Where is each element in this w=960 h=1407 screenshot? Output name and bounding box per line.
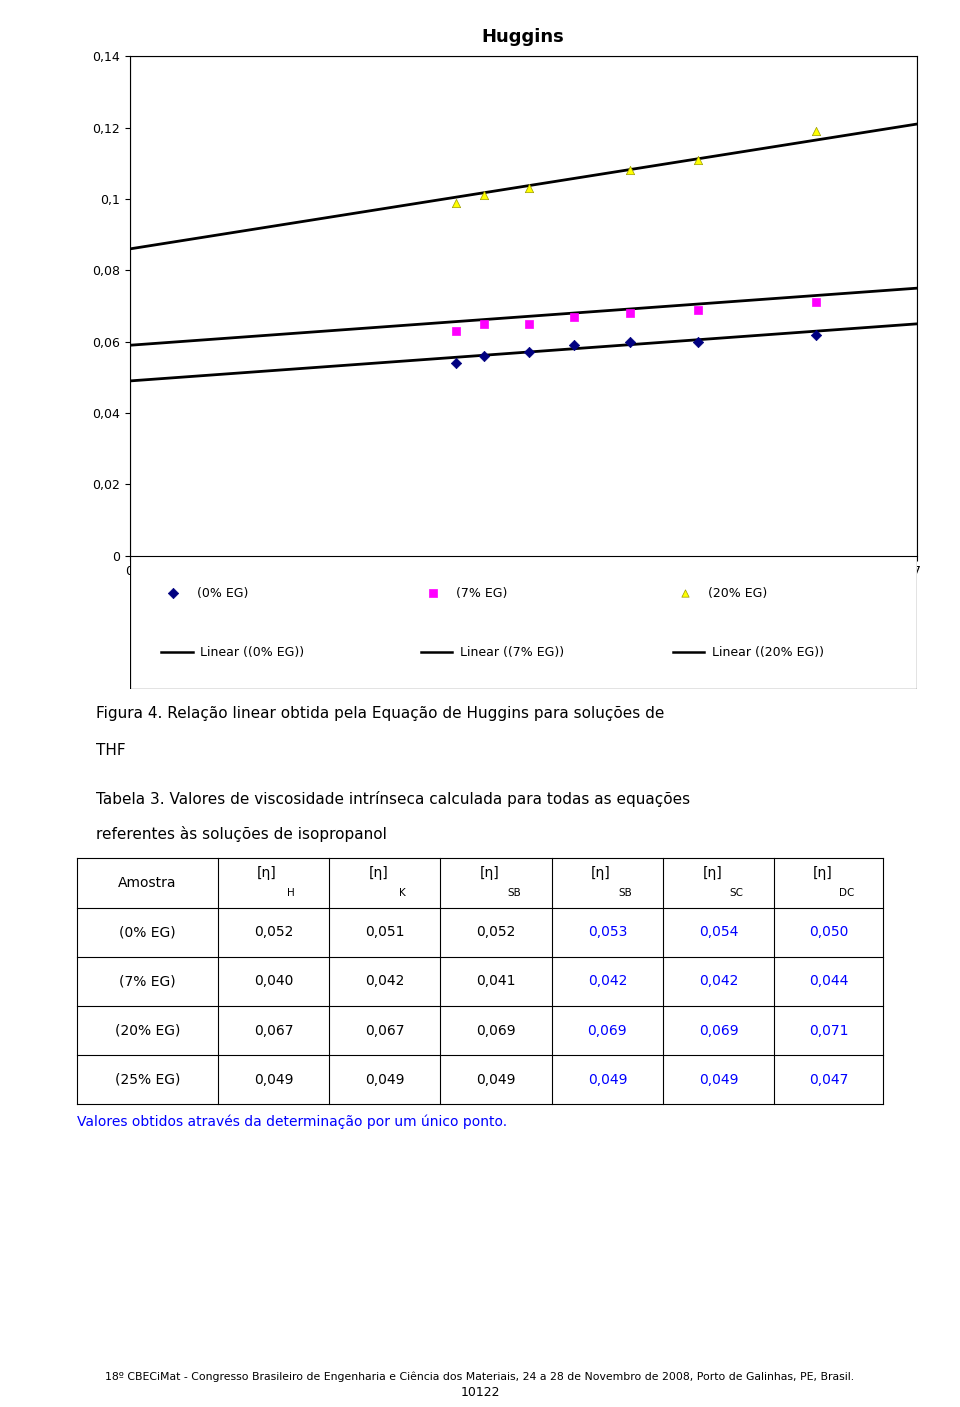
Text: 0,044: 0,044 [809,975,849,988]
Text: 0,050: 0,050 [809,926,849,938]
Point [690,149,706,172]
Text: SC: SC [730,888,743,898]
Text: (7% EG): (7% EG) [456,587,508,599]
Point [521,340,537,363]
Text: (20% EG): (20% EG) [114,1024,180,1037]
Text: 0,069: 0,069 [588,1024,627,1037]
Text: (7% EG): (7% EG) [119,975,176,988]
Text: 0,042: 0,042 [365,975,404,988]
Text: 0,049: 0,049 [365,1074,404,1086]
Point [690,331,706,353]
Text: H: H [287,888,295,898]
Text: [η]: [η] [703,867,722,879]
Text: (0% EG): (0% EG) [119,926,176,938]
Text: Linear ((20% EG)): Linear ((20% EG)) [712,646,824,658]
Text: 0,069: 0,069 [699,1024,738,1037]
Point [448,319,464,342]
Text: 0,053: 0,053 [588,926,627,938]
Text: 0,049: 0,049 [588,1074,627,1086]
Text: 0,069: 0,069 [476,1024,516,1037]
Text: 0,042: 0,042 [588,975,627,988]
Point [677,582,692,605]
Text: 18º CBECiMat - Congresso Brasileiro de Engenharia e Ciência dos Materiais, 24 a : 18º CBECiMat - Congresso Brasileiro de E… [106,1372,854,1382]
Text: 0,047: 0,047 [809,1074,849,1086]
Text: THF: THF [96,743,126,758]
Point [808,291,824,314]
Text: 0,049: 0,049 [699,1074,738,1086]
Text: 0,071: 0,071 [809,1024,849,1037]
Text: 10122: 10122 [460,1386,500,1399]
Text: (20% EG): (20% EG) [708,587,767,599]
Text: SB: SB [618,888,632,898]
Text: 0,049: 0,049 [476,1074,516,1086]
Text: (0% EG): (0% EG) [197,587,248,599]
Point [566,305,582,328]
Text: Linear ((0% EG)): Linear ((0% EG)) [201,646,304,658]
Point [521,312,537,335]
Point [521,177,537,200]
Point [622,159,637,182]
Point [622,331,637,353]
Text: 0,067: 0,067 [253,1024,294,1037]
Point [622,303,637,325]
Point [690,298,706,321]
Text: Amostra: Amostra [118,877,177,889]
Text: [η]: [η] [480,867,499,879]
Point [448,352,464,374]
Text: Tabela 3. Valores de viscosidade intrínseca calculada para todas as equações: Tabela 3. Valores de viscosidade intríns… [96,791,690,806]
Text: 0,040: 0,040 [253,975,293,988]
Text: [η]: [η] [591,867,611,879]
Point [476,312,492,335]
Text: SB: SB [507,888,520,898]
Text: 0,052: 0,052 [476,926,516,938]
Point [476,345,492,367]
Text: Valores obtidos através da determinação por um único ponto.: Valores obtidos através da determinação … [77,1114,507,1128]
Text: [η]: [η] [812,867,832,879]
Text: 0,054: 0,054 [699,926,738,938]
Point [425,582,441,605]
Text: 0,052: 0,052 [253,926,293,938]
Text: [η]: [η] [369,867,388,879]
Text: 0,051: 0,051 [365,926,404,938]
Text: Linear ((7% EG)): Linear ((7% EG)) [460,646,564,658]
Point [808,324,824,346]
Text: [η]: [η] [257,867,277,879]
Text: 0,067: 0,067 [365,1024,404,1037]
Text: (25% EG): (25% EG) [114,1074,180,1086]
Text: referentes às soluções de isopropanol: referentes às soluções de isopropanol [96,826,387,841]
Title: Huggins: Huggins [482,28,564,46]
Text: 0,042: 0,042 [699,975,738,988]
Text: K: K [399,888,406,898]
Point [476,184,492,207]
Point [808,120,824,142]
Point [566,333,582,356]
Text: 0,049: 0,049 [253,1074,294,1086]
Text: DC: DC [839,888,854,898]
Text: 0,041: 0,041 [476,975,516,988]
Text: Figura 4. Relação linear obtida pela Equação de Huggins para soluções de: Figura 4. Relação linear obtida pela Equ… [96,706,664,722]
Point [448,191,464,214]
Point [165,582,180,605]
